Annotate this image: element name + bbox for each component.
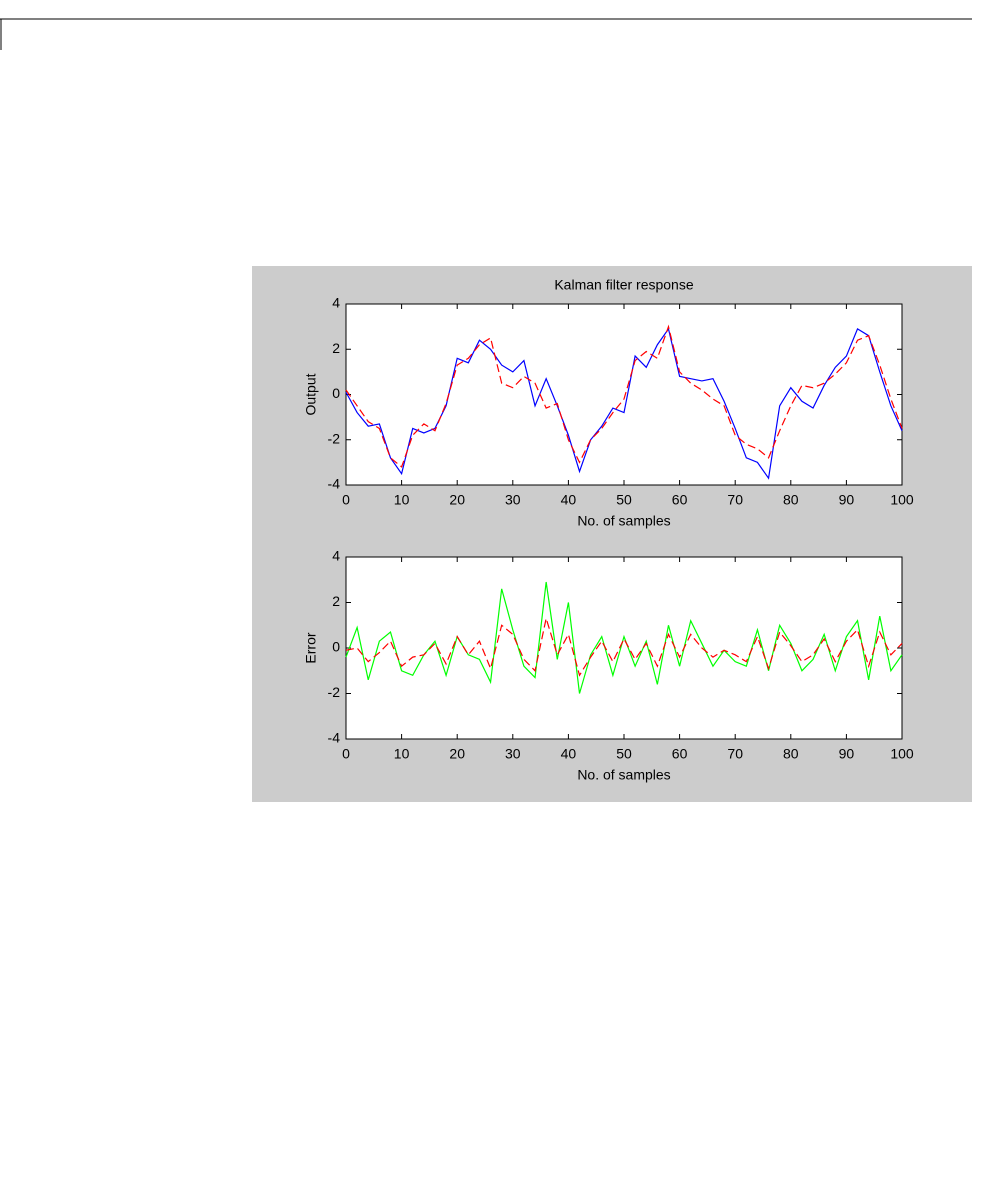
- y-tick-label: -2: [328, 684, 341, 700]
- x-tick-label: 10: [394, 492, 410, 508]
- data-line: [345, 324, 903, 468]
- y-tick-label: 4: [332, 548, 340, 564]
- x-tick-label: 100: [890, 746, 914, 762]
- x-tick-label: 0: [342, 492, 350, 508]
- y-tick-label: -4: [328, 730, 341, 746]
- x-tick-label: 10: [394, 746, 410, 762]
- x-tick-label: 40: [561, 492, 577, 508]
- x-tick-label: 30: [505, 746, 521, 762]
- x-tick-label: 70: [727, 492, 743, 508]
- y-tick-label: 2: [332, 593, 340, 609]
- y-tick-label: 0: [332, 385, 340, 401]
- x-tick-label: 30: [505, 492, 521, 508]
- y-tick-label: 2: [332, 340, 340, 356]
- x-tick-label: 0: [342, 746, 350, 762]
- y-axis-label: Error: [303, 632, 319, 663]
- x-tick-label: 80: [783, 746, 799, 762]
- chart-title: Kalman filter response: [554, 277, 694, 293]
- data-line: [345, 581, 903, 694]
- plot-area: [345, 303, 903, 486]
- y-tick-label: 0: [332, 639, 340, 655]
- x-tick-label: 60: [672, 746, 688, 762]
- plot-area: [345, 556, 903, 740]
- y-tick-label: -2: [328, 430, 341, 446]
- x-tick-label: 60: [672, 492, 688, 508]
- x-tick-label: 50: [616, 746, 632, 762]
- x-tick-label: 90: [839, 492, 855, 508]
- x-axis-label: No. of samples: [577, 767, 670, 783]
- data-line: [345, 616, 903, 677]
- x-tick-label: 100: [890, 492, 914, 508]
- x-axis-label: No. of samples: [577, 513, 670, 529]
- y-tick-label: -4: [328, 476, 341, 492]
- y-axis-label: Output: [303, 373, 319, 415]
- x-tick-label: 20: [449, 492, 465, 508]
- y-tick-label: 4: [332, 295, 340, 311]
- x-tick-label: 40: [561, 746, 577, 762]
- x-tick-label: 70: [727, 746, 743, 762]
- x-tick-label: 80: [783, 492, 799, 508]
- x-tick-label: 90: [839, 746, 855, 762]
- x-tick-label: 50: [616, 492, 632, 508]
- x-tick-label: 20: [449, 746, 465, 762]
